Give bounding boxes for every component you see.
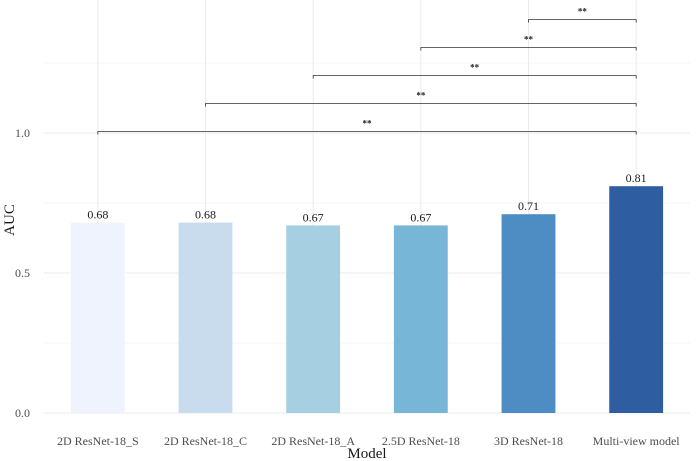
significance-bracket-3 (312, 75, 637, 79)
x-axis-title: Model (347, 446, 386, 461)
significance-label-2: ** (416, 91, 426, 101)
data-label-2: 0.68 (195, 208, 216, 222)
y-axis: 0.0 0.5 1.0 (15, 126, 30, 420)
bars (70, 186, 664, 413)
data-label-4: 0.67 (410, 210, 431, 224)
bar-4 (393, 225, 448, 413)
bar-1 (70, 222, 125, 413)
significance-label-3: ** (470, 63, 480, 73)
x-tick-label-5: 3D ResNet-18 (494, 434, 563, 448)
data-labels: 0.68 0.68 0.67 0.67 0.71 0.81 (87, 171, 646, 224)
bar-3 (286, 225, 341, 413)
data-label-6: 0.81 (626, 171, 647, 185)
x-tick-label-2: 2D ResNet-18_C (164, 434, 247, 448)
significance-bracket-5 (528, 19, 637, 23)
bar-2 (178, 222, 233, 413)
x-tick-label-4: 2.5D ResNet-18 (382, 434, 460, 448)
data-label-1: 0.68 (87, 208, 108, 222)
significance-brackets: ** ** ** ** ** (97, 7, 637, 135)
x-tick-label-6: Multi-view model (593, 434, 681, 448)
data-label-3: 0.67 (303, 210, 324, 224)
bar-6 (609, 186, 664, 413)
significance-label-4: ** (524, 35, 534, 45)
grid-lines (44, 0, 690, 414)
y-tick-label-1: 0.5 (15, 266, 30, 280)
significance-bracket-4 (420, 47, 637, 51)
y-tick-label-2: 1.0 (15, 126, 30, 140)
y-axis-title: AUC (2, 204, 18, 236)
x-tick-label-3: 2D ResNet-18_A (271, 434, 355, 448)
data-label-5: 0.71 (518, 199, 539, 213)
significance-bracket-2 (205, 103, 637, 107)
significance-label-5: ** (578, 7, 588, 17)
significance-label-1: ** (363, 119, 373, 129)
x-tick-label-1: 2D ResNet-18_S (57, 434, 139, 448)
bar-5 (501, 214, 556, 413)
significance-bracket-1 (97, 131, 637, 135)
x-axis: 2D ResNet-18_S 2D ResNet-18_C 2D ResNet-18… (57, 434, 680, 448)
y-tick-label-0: 0.0 (15, 406, 30, 420)
